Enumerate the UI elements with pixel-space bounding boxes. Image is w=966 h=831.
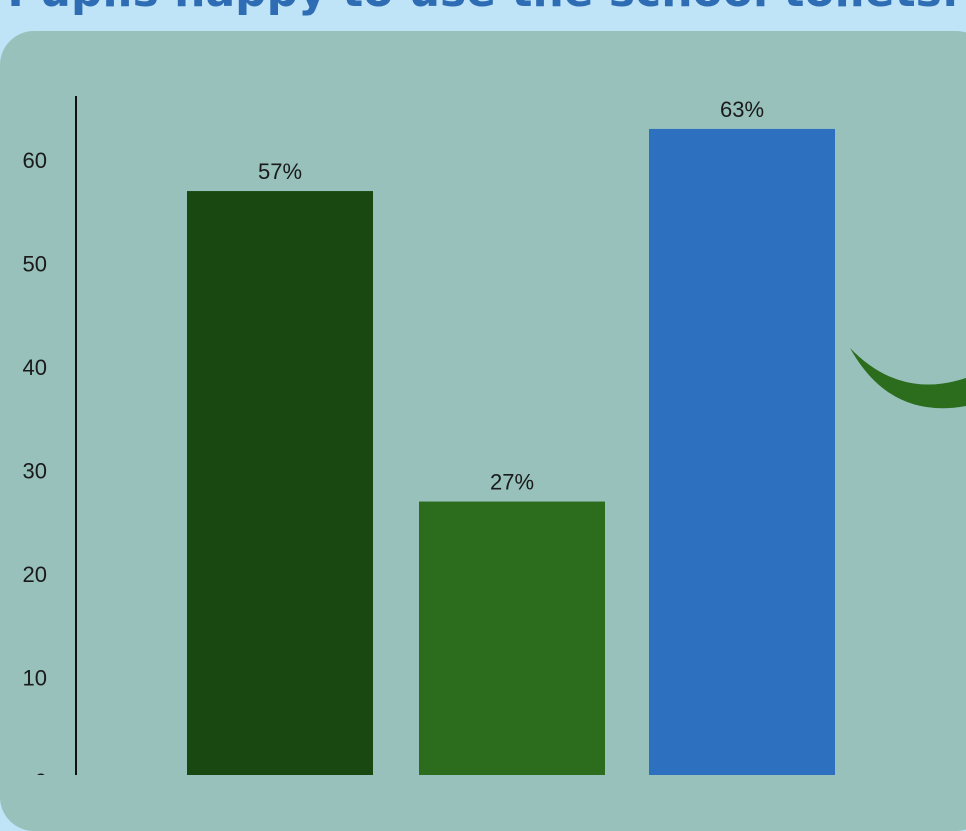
y-tick-label: 50 bbox=[23, 252, 47, 277]
y-tick-label: 20 bbox=[23, 562, 47, 587]
y-tick-label: 60 bbox=[23, 148, 47, 173]
y-tick-label: 0 bbox=[35, 769, 47, 775]
y-tick-label: 40 bbox=[23, 355, 47, 380]
bar-2 bbox=[419, 501, 605, 775]
bar-1 bbox=[187, 191, 373, 775]
bar-chart: 0 10 20 30 40 50 60 57% 27% 63% bbox=[23, 96, 966, 775]
data-label-3: 63% bbox=[720, 97, 764, 122]
data-label-1: 57% bbox=[258, 159, 302, 184]
bar-3 bbox=[649, 128, 835, 775]
data-labels: 57% 27% 63% bbox=[258, 97, 764, 495]
y-tick-label: 30 bbox=[23, 459, 47, 484]
bars bbox=[187, 128, 835, 775]
decorative-swoosh bbox=[850, 348, 966, 409]
chart-title: Pupils happy to use the school toilets. bbox=[0, 0, 966, 18]
y-tick-label: 10 bbox=[23, 666, 47, 691]
data-label-2: 27% bbox=[490, 470, 534, 495]
y-axis: 0 10 20 30 40 50 60 bbox=[23, 96, 77, 775]
